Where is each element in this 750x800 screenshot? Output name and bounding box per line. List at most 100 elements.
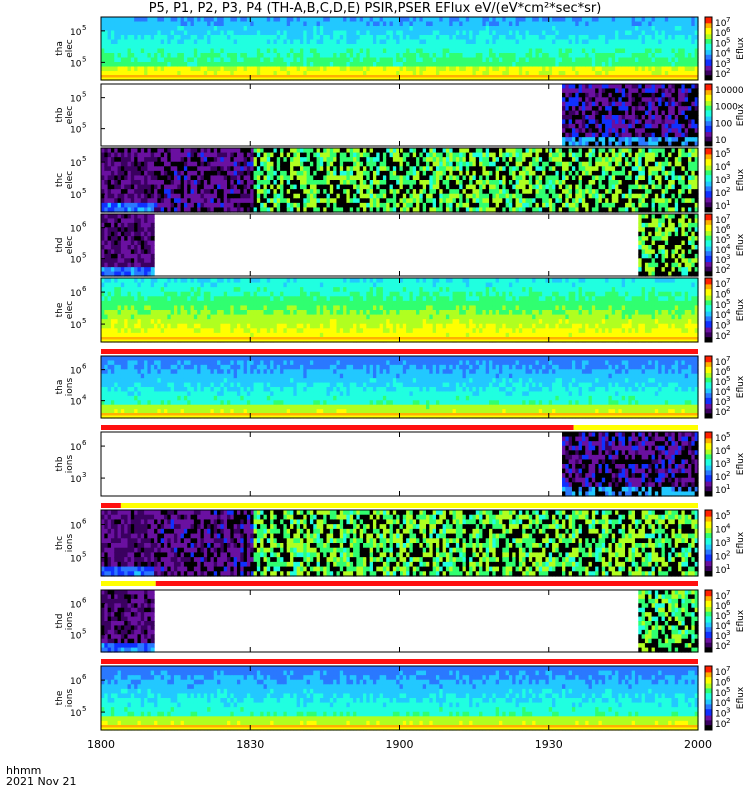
- heatmap-cell: [157, 53, 162, 59]
- heatmap-cell: [140, 53, 145, 59]
- heatmap-cell: [253, 53, 258, 59]
- heatmap-cell: [512, 62, 517, 68]
- heatmap-cell: [598, 115, 603, 121]
- heatmap-cell: [654, 30, 659, 36]
- heatmap-cell: [416, 53, 420, 59]
- heatmap-cell: [266, 26, 271, 32]
- heatmap-cell: [499, 48, 503, 54]
- heatmap-cell: [658, 141, 663, 147]
- heatmap-cell: [316, 26, 321, 32]
- heatmap-cell: [449, 44, 454, 50]
- heatmap-cell: [353, 35, 357, 41]
- heatmap-cell: [260, 35, 265, 41]
- heatmap-cell: [416, 39, 420, 45]
- heatmap-tha-elec: [101, 17, 699, 81]
- heatmap-cell: [343, 48, 348, 54]
- heatmap-cell: [435, 44, 440, 50]
- heatmap-cell: [601, 53, 606, 59]
- heatmap-cell: [581, 119, 586, 125]
- heatmap-cell: [150, 44, 155, 50]
- heatmap-cell: [240, 48, 245, 54]
- heatmap-cell: [293, 35, 298, 41]
- colorbar-tick-exponent: 2: [726, 67, 730, 75]
- heatmap-cell: [346, 53, 351, 59]
- heatmap-cell: [641, 53, 646, 59]
- heatmap-cell: [240, 71, 245, 77]
- heatmap-cell: [562, 110, 566, 116]
- heatmap-cell: [409, 26, 414, 32]
- heatmap-cell: [256, 35, 261, 41]
- heatmap-cell: [598, 106, 603, 112]
- heatmap-cell: [227, 26, 231, 32]
- heatmap-cell: [406, 30, 411, 36]
- heatmap-cell: [671, 115, 676, 121]
- heatmap-cell: [276, 44, 281, 50]
- heatmap-cell: [575, 137, 580, 143]
- heatmap-cell: [273, 66, 278, 72]
- heatmap-cell: [402, 17, 407, 23]
- heatmap-cell: [621, 17, 626, 23]
- heatmap-cell: [615, 39, 619, 45]
- heatmap-cell: [628, 57, 633, 63]
- heatmap-cell: [558, 35, 563, 41]
- heatmap-cell: [177, 62, 182, 68]
- heatmap-cell: [641, 106, 646, 112]
- heatmap-cell: [250, 35, 255, 41]
- heatmap-cell: [429, 57, 434, 63]
- heatmap-cell: [130, 71, 135, 77]
- heatmap-cell: [366, 30, 371, 36]
- heatmap-cell: [472, 53, 477, 59]
- heatmap-cell: [495, 35, 500, 41]
- heatmap-cell: [664, 141, 669, 147]
- colorbar-tick-label: 10: [715, 60, 727, 70]
- heatmap-cell: [525, 57, 530, 63]
- heatmap-cell: [581, 132, 586, 138]
- heatmap-cell: [137, 53, 142, 59]
- heatmap-cell: [472, 39, 477, 45]
- heatmap-cell: [621, 119, 626, 125]
- heatmap-cell: [303, 35, 308, 41]
- heatmap-cell: [170, 189, 175, 195]
- heatmap-cell: [691, 21, 696, 27]
- heatmap-cell: [515, 17, 520, 23]
- heatmap-cell: [197, 71, 202, 77]
- heatmap-cell: [416, 30, 420, 36]
- heatmap-cell: [442, 21, 447, 27]
- heatmap-cell: [588, 106, 593, 112]
- heatmap-cell: [230, 66, 235, 72]
- heatmap-cell: [280, 30, 285, 36]
- heatmap-cell: [641, 44, 646, 50]
- heatmap-cell: [250, 17, 255, 23]
- heatmap-cell: [455, 62, 460, 68]
- heatmap-cell: [110, 180, 115, 186]
- heatmap-cell: [177, 175, 182, 181]
- heatmap-cell: [134, 202, 139, 209]
- heatmap-cell: [144, 184, 149, 190]
- heatmap-cell: [177, 166, 182, 172]
- heatmap-cell: [220, 17, 225, 23]
- heatmap-cell: [207, 62, 212, 68]
- heatmap-cell: [177, 202, 182, 209]
- heatmap-cell: [154, 44, 158, 50]
- heatmap-cell: [144, 57, 149, 63]
- heatmap-cell: [664, 132, 669, 138]
- heatmap-cell: [678, 26, 683, 32]
- heatmap-cell: [462, 30, 467, 36]
- heatmap-cell: [343, 66, 348, 72]
- heatmap-cell: [386, 21, 391, 27]
- heatmap-cell: [300, 66, 304, 72]
- heatmap-cell: [638, 92, 643, 98]
- heatmap-cell: [492, 44, 497, 50]
- heatmap-cell: [585, 101, 590, 107]
- heatmap-cell: [164, 39, 168, 45]
- heatmap-cell: [515, 35, 520, 41]
- heatmap-cell: [638, 128, 643, 134]
- heatmap-cell: [638, 26, 643, 32]
- heatmap-cell: [406, 48, 411, 54]
- heatmap-cell: [107, 53, 112, 59]
- heatmap-cell: [117, 175, 122, 181]
- heatmap-cell: [164, 161, 168, 167]
- heatmap-cell: [538, 35, 543, 41]
- heatmap-cell: [571, 17, 576, 23]
- heatmap-cell: [233, 48, 238, 54]
